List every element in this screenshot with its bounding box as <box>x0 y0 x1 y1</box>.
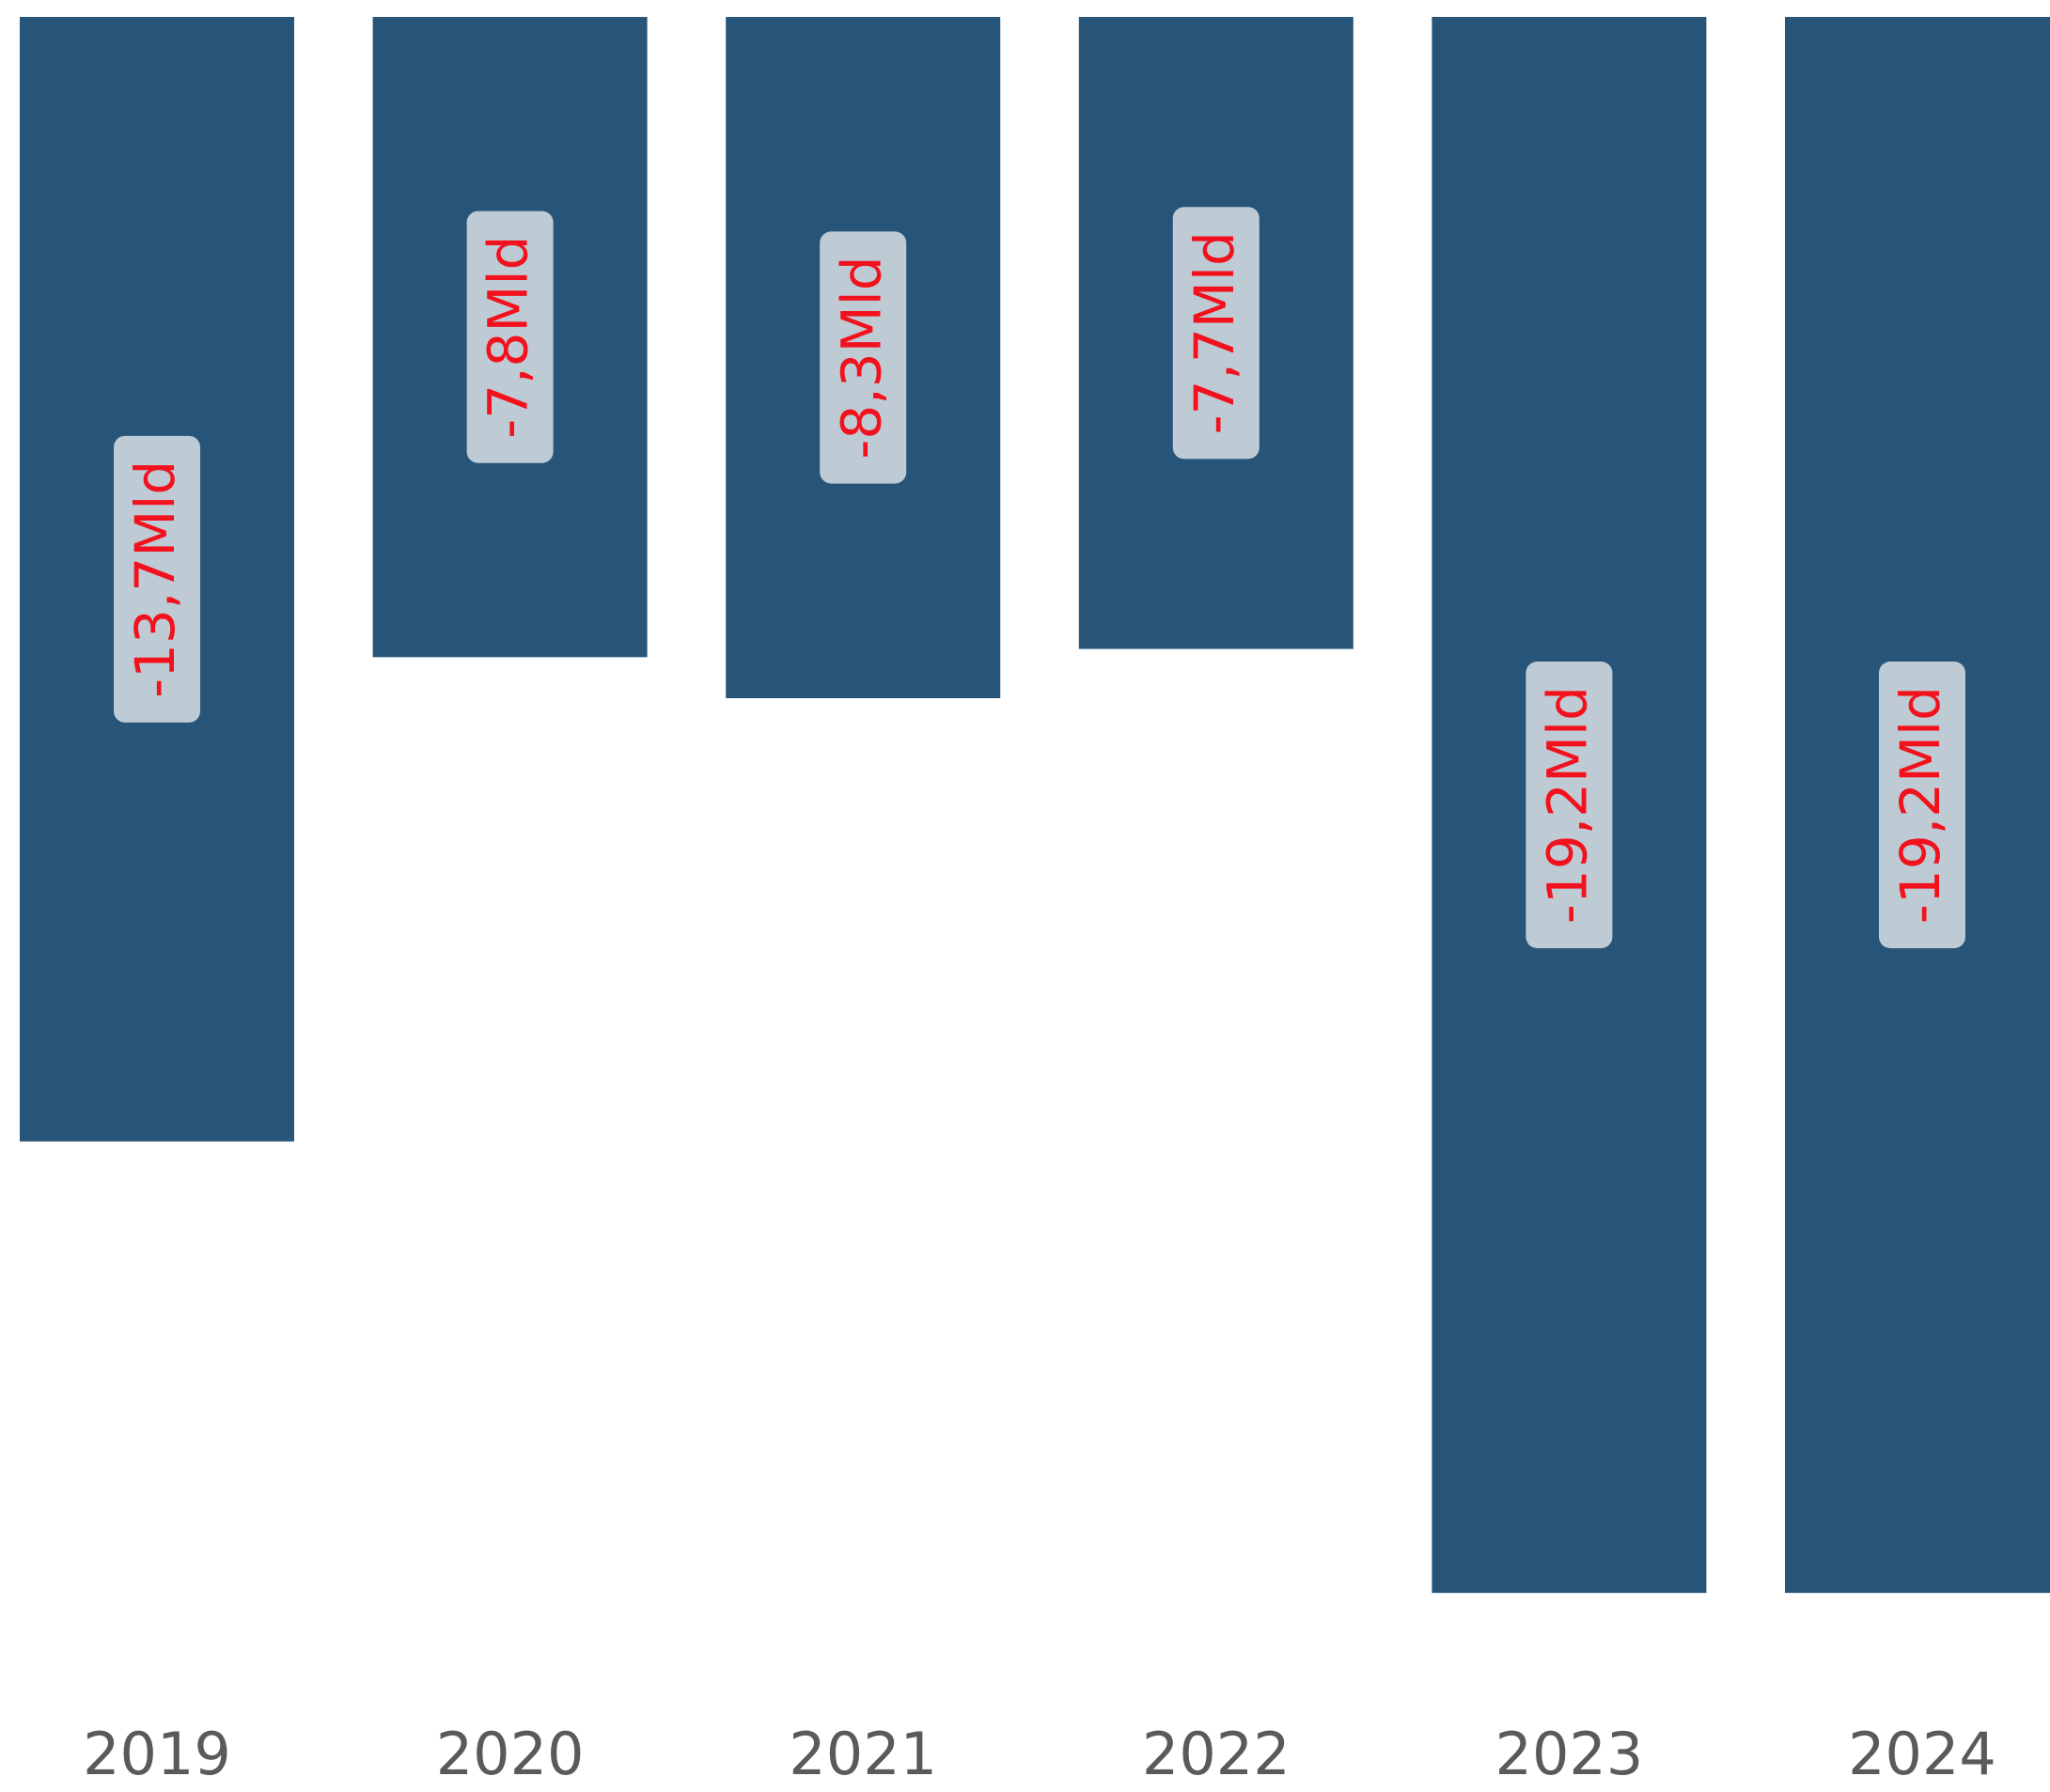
data-label-box <box>1879 662 1965 949</box>
data-label-box <box>114 435 200 723</box>
data-label: -8,3Mld <box>820 231 907 484</box>
data-label: -19,2Mld <box>1526 662 1613 949</box>
data-label: -19,2Mld <box>1879 662 1965 949</box>
data-label: -13,7Mld <box>114 435 200 723</box>
x-tick-label: 2022 <box>1142 1720 1291 1788</box>
data-label-box <box>1526 662 1613 949</box>
data-label-box <box>1172 207 1260 460</box>
data-label-box <box>466 210 554 463</box>
x-tick-label: 2023 <box>1495 1720 1644 1788</box>
data-label-text: -8,3Mld <box>829 256 893 459</box>
data-label-text: -7,7Mld <box>1182 231 1246 434</box>
x-tick-label: 2020 <box>436 1720 585 1788</box>
data-label-text: -7,8Mld <box>477 236 540 439</box>
x-tick-label: 2021 <box>789 1720 937 1788</box>
data-label-text: -19,2Mld <box>1888 686 1952 924</box>
x-tick-label: 2019 <box>83 1720 231 1788</box>
data-label-text: -19,2Mld <box>1536 686 1600 924</box>
data-label-box <box>820 231 907 484</box>
data-label-text: -13,7Mld <box>123 460 187 698</box>
data-label: -7,7Mld <box>1172 207 1260 460</box>
x-tick-label: 2024 <box>1848 1720 1996 1788</box>
data-label: -7,8Mld <box>466 210 554 463</box>
